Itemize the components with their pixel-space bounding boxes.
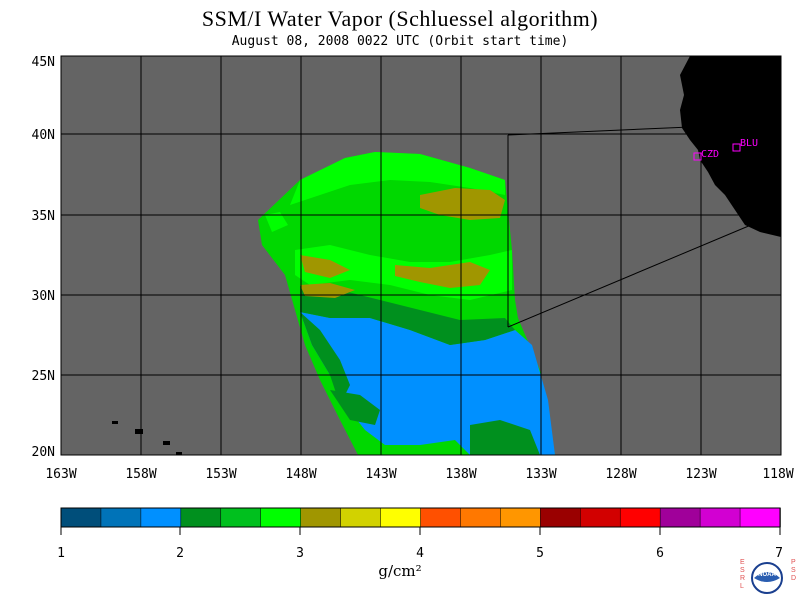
latitude-labels: 45N 40N 35N 30N 25N 20N [32, 55, 55, 460]
lon-label: 128W [605, 467, 636, 482]
colorbar-swatch [580, 507, 621, 528]
colorbar-swatch [140, 507, 182, 528]
colorbar-tick-label: 1 [57, 546, 65, 561]
colorbar-swatch [300, 507, 342, 528]
colorbar-swatch [739, 507, 781, 528]
map-grid [61, 56, 781, 455]
lon-label: 158W [125, 467, 156, 482]
site-label-czd: CZD [701, 149, 719, 160]
site-marker-czd [693, 152, 702, 161]
svg-text:NOAA: NOAA [758, 572, 776, 578]
colorbar-swatch [60, 507, 102, 528]
svg-text:R: R [740, 575, 745, 582]
colorbar [60, 507, 781, 528]
lon-label: 138W [445, 467, 476, 482]
colorbar-swatch [460, 507, 502, 528]
lat-label: 40N [32, 128, 55, 143]
colorbar-unit-label: g/cm² [378, 562, 422, 580]
colorbar-ticks [60, 527, 781, 535]
svg-text:S: S [740, 567, 745, 574]
lon-label: 143W [365, 467, 396, 482]
colorbar-tick-label: 2 [176, 546, 184, 561]
colorbar-tick-label: 3 [296, 546, 304, 561]
colorbar-tick-label: 5 [536, 546, 544, 561]
colorbar-tick-label: 4 [416, 546, 424, 561]
site-markers: CZD BLU [693, 138, 758, 161]
lon-label: 118W [762, 467, 793, 482]
colorbar-swatch [500, 507, 542, 528]
lon-label: 123W [685, 467, 716, 482]
svg-text:S: S [791, 567, 796, 574]
lon-label: 153W [205, 467, 236, 482]
land-mass [680, 56, 781, 237]
svg-text:D: D [791, 575, 796, 582]
colorbar-swatch [340, 507, 382, 528]
map-subtitle: August 08, 2008 0022 UTC (Orbit start ti… [231, 34, 569, 49]
colorbar-tick-label: 6 [656, 546, 664, 561]
colorbar-swatch [180, 507, 222, 528]
longitude-labels: 163W 158W 153W 148W 143W 138W 133W 128W … [45, 467, 793, 482]
svg-text:L: L [740, 583, 744, 590]
satellite-swath [258, 152, 555, 455]
logo-esrl-text: E [740, 559, 745, 566]
map-title: SSM/I Water Vapor (Schluessel algorithm) [201, 6, 599, 31]
svg-text:P: P [791, 559, 796, 566]
colorbar-swatch [220, 507, 262, 528]
colorbar-swatch [380, 507, 422, 528]
islands [112, 421, 182, 455]
lat-label: 30N [32, 289, 55, 304]
lat-label: 20N [32, 445, 55, 460]
colorbar-swatch [540, 507, 582, 528]
zoom-box-outline [507, 126, 752, 328]
lon-label: 148W [285, 467, 316, 482]
colorbar-swatch [619, 507, 661, 528]
colorbar-swatch [100, 507, 142, 528]
colorbar-swatch [659, 507, 701, 528]
lon-label: 133W [525, 467, 556, 482]
colorbar-tick-label: 7 [775, 546, 783, 561]
map-border [60, 55, 782, 456]
lat-label: 25N [32, 369, 55, 384]
colorbar-swatch [420, 507, 462, 528]
colorbar-tick-labels: 1 2 3 4 5 6 7 [57, 546, 783, 561]
lat-label: 45N [32, 55, 55, 70]
colorbar-swatch [260, 507, 302, 528]
noaa-esrl-psd-logo: E S R L NOAA P S D [740, 559, 796, 594]
lon-label: 163W [45, 467, 76, 482]
site-marker-blu [732, 143, 741, 152]
site-label-blu: BLU [740, 138, 758, 149]
lat-label: 35N [32, 209, 55, 224]
colorbar-swatch [699, 507, 741, 528]
